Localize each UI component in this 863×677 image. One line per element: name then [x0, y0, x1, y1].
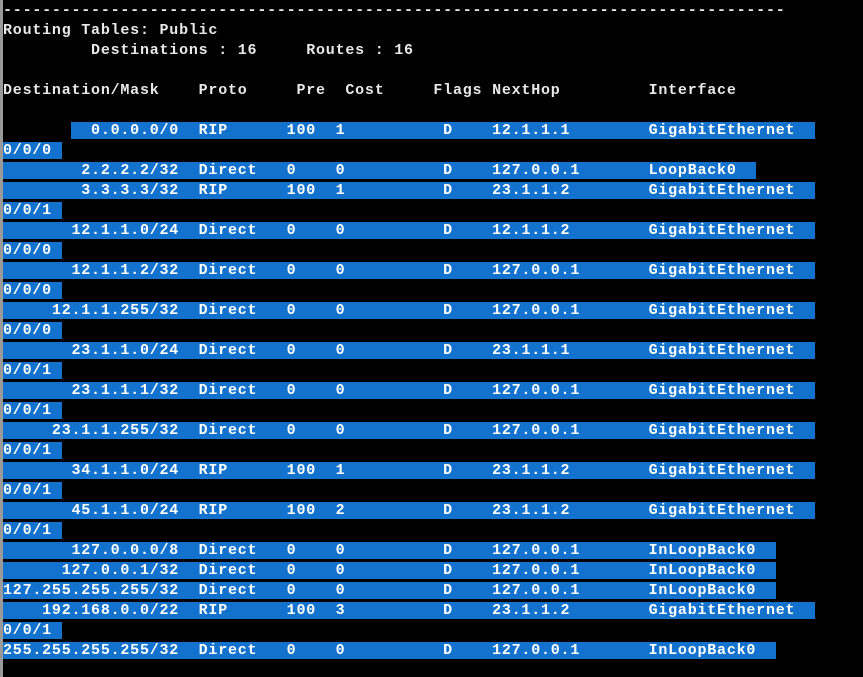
route-line: 2.2.2.2/32 Direct 0 0 D 127.0.0.1 LoopBa…: [3, 161, 863, 181]
selection-highlight: 127.0.0.0/8 Direct 0 0 D 127.0.0.1 InLoo…: [3, 542, 776, 559]
selection-highlight: 255.255.255.255/32 Direct 0 0 D 127.0.0.…: [3, 642, 776, 659]
selection-highlight: 0.0.0.0/0 RIP 100 1 D 12.1.1.1 GigabitEt…: [71, 122, 815, 139]
terminal-text: ----------------------------------------…: [3, 2, 786, 19]
terminal-text: Routing Tables: Public: [3, 22, 219, 39]
route-line: 12.1.1.2/32 Direct 0 0 D 127.0.0.1 Gigab…: [3, 261, 863, 281]
selection-highlight: 12.1.1.255/32 Direct 0 0 D 127.0.0.1 Gig…: [3, 302, 815, 319]
selection-highlight: 0/0/1: [3, 442, 62, 459]
selection-highlight: 0/0/0: [3, 142, 62, 159]
selection-highlight: 34.1.1.0/24 RIP 100 1 D 23.1.1.2 Gigabit…: [3, 462, 815, 479]
separator-line: ----------------------------------------…: [3, 1, 863, 21]
selection-highlight: 2.2.2.2/32 Direct 0 0 D 127.0.0.1 LoopBa…: [3, 162, 757, 179]
route-line: 12.1.1.0/24 Direct 0 0 D 12.1.1.2 Gigabi…: [3, 221, 863, 241]
blank-line: [3, 661, 863, 677]
route-wrap-line: 0/0/1: [3, 521, 863, 541]
route-wrap-line: 0/0/0: [3, 241, 863, 261]
selection-highlight: 23.1.1.1/32 Direct 0 0 D 127.0.0.1 Gigab…: [3, 382, 815, 399]
selection-highlight: 127.0.0.1/32 Direct 0 0 D 127.0.0.1 InLo…: [3, 562, 776, 579]
route-line: 127.0.0.1/32 Direct 0 0 D 127.0.0.1 InLo…: [3, 561, 863, 581]
route-wrap-line: 0/0/0: [3, 141, 863, 161]
selection-highlight: 0/0/0: [3, 242, 62, 259]
route-wrap-line: 0/0/0: [3, 281, 863, 301]
route-wrap-line: 0/0/1: [3, 401, 863, 421]
column-header-line: Destination/Mask Proto Pre Cost Flags Ne…: [3, 81, 863, 101]
route-line: 12.1.1.255/32 Direct 0 0 D 127.0.0.1 Gig…: [3, 301, 863, 321]
route-wrap-line: 0/0/1: [3, 201, 863, 221]
route-line: 23.1.1.1/32 Direct 0 0 D 127.0.0.1 Gigab…: [3, 381, 863, 401]
route-line: 192.168.0.0/22 RIP 100 3 D 23.1.1.2 Giga…: [3, 601, 863, 621]
selection-highlight: 0/0/0: [3, 322, 62, 339]
route-line: 127.255.255.255/32 Direct 0 0 D 127.0.0.…: [3, 581, 863, 601]
route-wrap-line: 0/0/1: [3, 621, 863, 641]
route-line: 34.1.1.0/24 RIP 100 1 D 23.1.1.2 Gigabit…: [3, 461, 863, 481]
table-title: Routing Tables: Public: [3, 21, 863, 41]
route-line: 23.1.1.255/32 Direct 0 0 D 127.0.0.1 Gig…: [3, 421, 863, 441]
selection-highlight: 23.1.1.0/24 Direct 0 0 D 23.1.1.1 Gigabi…: [3, 342, 815, 359]
terminal-text: Destination/Mask Proto Pre Cost Flags Ne…: [3, 82, 737, 99]
selection-highlight: 45.1.1.0/24 RIP 100 2 D 23.1.1.2 Gigabit…: [3, 502, 815, 519]
selection-highlight: 0/0/1: [3, 482, 62, 499]
terminal-text: [3, 122, 71, 139]
summary-line: Destinations : 16 Routes : 16: [3, 41, 863, 61]
blank-line: [3, 101, 863, 121]
terminal-text: Destinations : 16 Routes : 16: [3, 42, 414, 59]
selection-highlight: 0/0/1: [3, 522, 62, 539]
selection-highlight: 12.1.1.2/32 Direct 0 0 D 127.0.0.1 Gigab…: [3, 262, 815, 279]
route-line: 45.1.1.0/24 RIP 100 2 D 23.1.1.2 Gigabit…: [3, 501, 863, 521]
route-line: 0.0.0.0/0 RIP 100 1 D 12.1.1.1 GigabitEt…: [3, 121, 863, 141]
route-line: 255.255.255.255/32 Direct 0 0 D 127.0.0.…: [3, 641, 863, 661]
selection-highlight: 0/0/1: [3, 202, 62, 219]
selection-highlight: 0/0/1: [3, 622, 62, 639]
selection-highlight: 23.1.1.255/32 Direct 0 0 D 127.0.0.1 Gig…: [3, 422, 815, 439]
selection-highlight: 12.1.1.0/24 Direct 0 0 D 12.1.1.2 Gigabi…: [3, 222, 815, 239]
selection-highlight: 3.3.3.3/32 RIP 100 1 D 23.1.1.2 GigabitE…: [3, 182, 815, 199]
route-wrap-line: 0/0/1: [3, 481, 863, 501]
route-line: 23.1.1.0/24 Direct 0 0 D 23.1.1.1 Gigabi…: [3, 341, 863, 361]
route-wrap-line: 0/0/0: [3, 321, 863, 341]
route-wrap-line: 0/0/1: [3, 441, 863, 461]
selection-highlight: 127.255.255.255/32 Direct 0 0 D 127.0.0.…: [3, 582, 776, 599]
selection-highlight: 0/0/0: [3, 282, 62, 299]
selection-highlight: 192.168.0.0/22 RIP 100 3 D 23.1.1.2 Giga…: [3, 602, 815, 619]
selection-highlight: 0/0/1: [3, 362, 62, 379]
route-line: 127.0.0.0/8 Direct 0 0 D 127.0.0.1 InLoo…: [3, 541, 863, 561]
selection-highlight: 0/0/1: [3, 402, 62, 419]
blank-line: [3, 61, 863, 81]
route-wrap-line: 0/0/1: [3, 361, 863, 381]
route-line: 3.3.3.3/32 RIP 100 1 D 23.1.1.2 GigabitE…: [3, 181, 863, 201]
